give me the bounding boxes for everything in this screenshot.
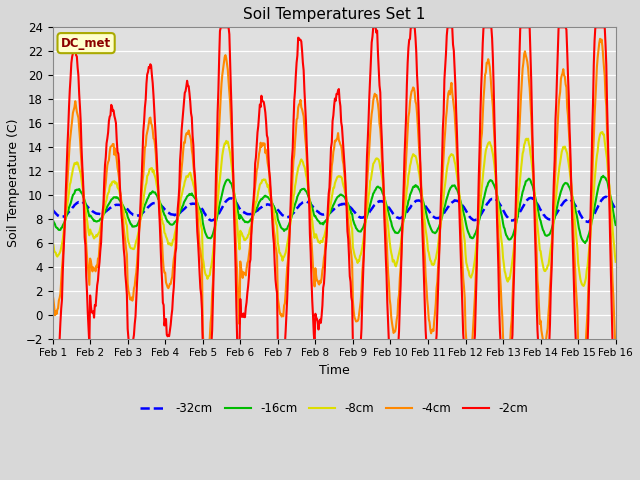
-32cm [436,215,444,220]
-4cm [172,228,180,234]
-8cm [560,145,568,151]
-2cm [217,24,225,30]
-8cm [49,239,56,244]
-4cm [436,219,444,225]
-32cm [172,212,180,217]
-8cm [326,208,333,214]
-2cm [172,245,180,251]
-8cm [612,259,620,265]
-32cm [584,219,592,225]
-8cm [598,129,606,135]
-32cm [326,210,333,216]
-16cm [196,207,204,213]
-32cm [560,199,568,204]
Line: -8cm: -8cm [52,132,616,286]
-32cm [380,200,388,205]
Line: -32cm: -32cm [52,197,616,222]
-16cm [326,211,333,216]
-8cm [580,283,588,289]
-8cm [380,192,388,198]
X-axis label: Time: Time [319,364,349,377]
-16cm [560,181,568,187]
-2cm [196,286,204,291]
-16cm [612,222,620,228]
-4cm [196,248,204,253]
-32cm [49,206,56,212]
-16cm [581,240,589,246]
-8cm [172,225,180,230]
-2cm [436,212,444,218]
Text: DC_met: DC_met [61,36,111,49]
-32cm [602,194,609,200]
-16cm [436,222,444,228]
-4cm [596,36,604,42]
-4cm [200,342,207,348]
-16cm [380,194,388,200]
Legend: -32cm, -16cm, -8cm, -4cm, -2cm: -32cm, -16cm, -8cm, -4cm, -2cm [136,397,532,420]
-2cm [49,342,56,348]
-16cm [49,216,56,222]
-32cm [612,207,620,213]
-2cm [612,342,620,348]
-16cm [599,173,607,179]
Line: -16cm: -16cm [52,176,616,243]
-2cm [381,231,389,237]
-4cm [326,183,334,189]
Line: -4cm: -4cm [52,39,616,345]
Y-axis label: Soil Temperature (C): Soil Temperature (C) [7,119,20,247]
-4cm [381,208,389,214]
-8cm [436,228,444,234]
-4cm [561,74,569,80]
Line: -2cm: -2cm [52,27,616,345]
-32cm [196,204,204,210]
-4cm [612,342,620,348]
-2cm [561,24,569,30]
-4cm [49,291,56,297]
Title: Soil Temperatures Set 1: Soil Temperatures Set 1 [243,7,426,22]
-8cm [196,219,204,225]
-16cm [172,218,180,224]
-2cm [326,166,334,171]
